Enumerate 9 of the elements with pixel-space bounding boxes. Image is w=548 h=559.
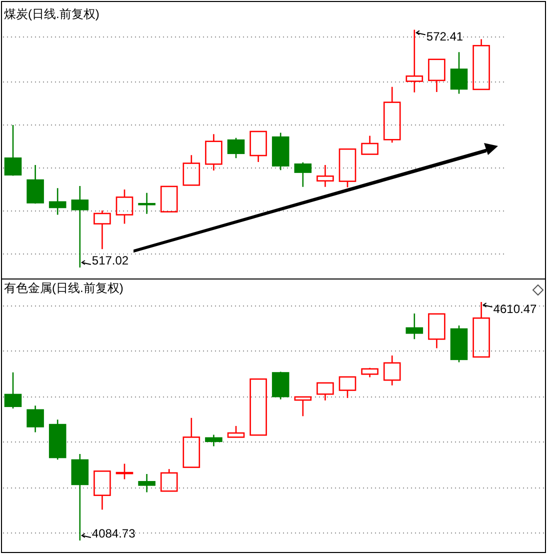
annotation: 4084.73 [92,526,136,540]
annotation: 4084.73 [81,526,136,540]
annotation: 517.02 [81,254,129,268]
chart-title: 有色金属(日线.前复权) [4,281,124,295]
annotation: 572.41 [416,30,464,44]
chart-title: 煤炭(日线.前复权) [4,7,100,21]
annotation: 572.41 [426,30,464,44]
annotation: 517.02 [92,254,129,268]
annotation: 4610.47 [482,302,537,316]
